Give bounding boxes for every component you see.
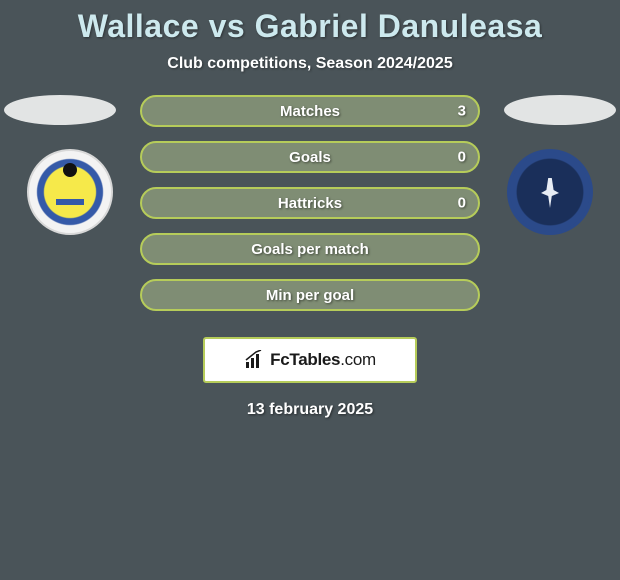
fctables-logo: FcTables.com: [203, 337, 417, 383]
stat-label: Matches: [280, 103, 340, 120]
stat-right-value: 3: [458, 103, 466, 120]
player-left-oval: [4, 95, 116, 125]
stat-row-goals-per-match: Goals per match: [140, 233, 480, 265]
club-badge-left: [20, 149, 120, 235]
stat-row-goals: Goals 0: [140, 141, 480, 173]
stat-row-matches: Matches 3: [140, 95, 480, 127]
comparison-area: Matches 3 Goals 0 Hattricks 0 Goals per …: [0, 95, 620, 325]
stat-label: Goals: [289, 149, 331, 166]
subtitle: Club competitions, Season 2024/2025: [0, 55, 620, 73]
logo-text-main: FcTables: [270, 350, 340, 369]
date-text: 13 february 2025: [0, 401, 620, 419]
stat-row-min-per-goal: Min per goal: [140, 279, 480, 311]
stat-rows: Matches 3 Goals 0 Hattricks 0 Goals per …: [140, 95, 480, 325]
infographic-root: Wallace vs Gabriel Danuleasa Club compet…: [0, 0, 620, 419]
viitorul-badge-icon: [507, 149, 593, 235]
stat-label: Min per goal: [266, 287, 354, 304]
chart-icon: [244, 350, 264, 370]
page-title: Wallace vs Gabriel Danuleasa: [0, 8, 620, 45]
stat-label: Hattricks: [278, 195, 342, 212]
player-right-oval: [504, 95, 616, 125]
stat-right-value: 0: [458, 195, 466, 212]
club-badge-right: [500, 149, 600, 235]
stat-right-value: 0: [458, 149, 466, 166]
stat-label: Goals per match: [251, 241, 369, 258]
petrolul-badge-icon: [27, 149, 113, 235]
logo-text: FcTables.com: [270, 350, 376, 370]
stat-row-hattricks: Hattricks 0: [140, 187, 480, 219]
logo-text-suffix: .com: [340, 350, 376, 369]
